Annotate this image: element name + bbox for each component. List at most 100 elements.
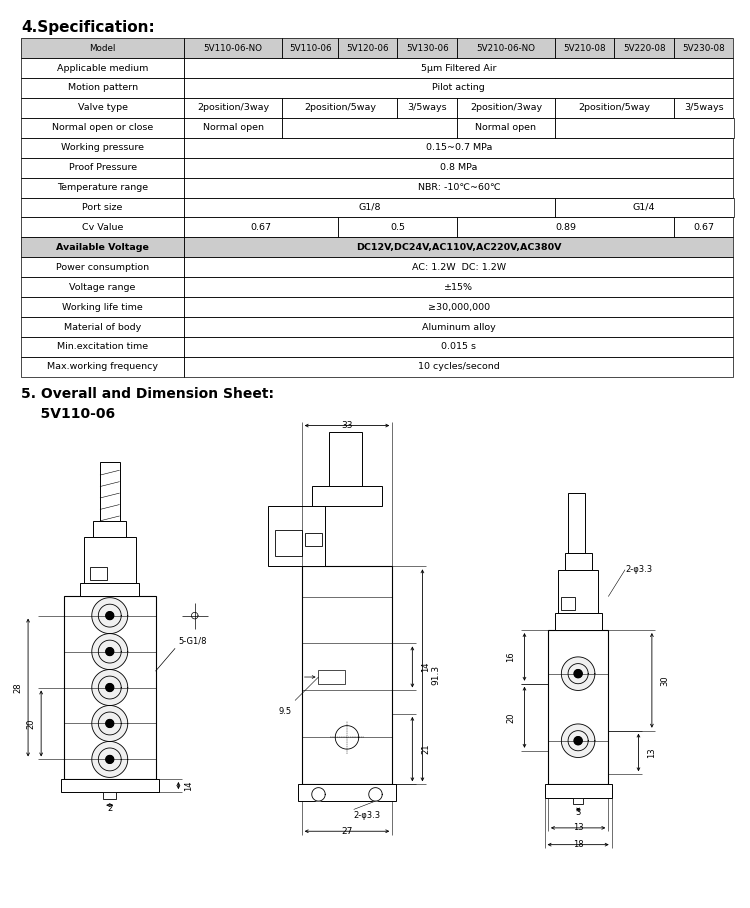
Bar — [21, 337, 184, 357]
Bar — [21, 78, 184, 98]
Bar — [184, 337, 734, 357]
Text: Cv Value: Cv Value — [82, 222, 123, 232]
Bar — [268, 506, 326, 567]
Bar — [312, 486, 382, 506]
Text: 0.15~0.7 MPa: 0.15~0.7 MPa — [426, 143, 492, 153]
Text: Normal open: Normal open — [202, 123, 264, 133]
Text: 5. Overall and Dimension Sheet:: 5. Overall and Dimension Sheet: — [21, 387, 274, 400]
Text: Normal open or close: Normal open or close — [52, 123, 153, 133]
Polygon shape — [92, 669, 128, 706]
Bar — [275, 529, 302, 557]
Text: 33: 33 — [341, 421, 352, 430]
Polygon shape — [106, 684, 114, 692]
Bar — [555, 38, 614, 58]
Text: G1/8: G1/8 — [358, 203, 381, 212]
Text: 2position/3way: 2position/3way — [470, 104, 542, 113]
Bar — [338, 38, 398, 58]
Text: Temperature range: Temperature range — [57, 183, 148, 192]
Text: 91.3: 91.3 — [431, 666, 440, 686]
Text: 2position/5way: 2position/5way — [578, 104, 650, 113]
Bar — [80, 583, 140, 596]
Bar — [573, 798, 584, 804]
Bar — [61, 779, 159, 792]
Text: 21: 21 — [422, 744, 430, 755]
Bar — [565, 553, 592, 569]
Bar — [21, 237, 184, 257]
Bar — [184, 38, 282, 58]
Polygon shape — [106, 647, 114, 656]
Text: Available Voltage: Available Voltage — [56, 242, 149, 252]
Bar — [184, 98, 282, 118]
Text: 0.015 s: 0.015 s — [441, 342, 476, 351]
Bar — [21, 257, 184, 277]
Text: Working pressure: Working pressure — [61, 143, 144, 153]
Bar — [398, 38, 457, 58]
Bar — [555, 38, 614, 58]
Bar — [184, 237, 734, 257]
Bar — [21, 277, 184, 297]
Polygon shape — [574, 669, 582, 677]
Text: NBR: -10℃~60℃: NBR: -10℃~60℃ — [418, 183, 500, 192]
Bar — [21, 158, 184, 178]
Bar — [21, 317, 184, 337]
Text: 13: 13 — [647, 747, 656, 758]
Bar — [21, 38, 184, 58]
Polygon shape — [574, 736, 582, 745]
Bar — [457, 38, 555, 58]
Bar — [674, 38, 734, 58]
Text: Aluminum alloy: Aluminum alloy — [422, 322, 496, 331]
Bar — [184, 297, 734, 317]
Text: 0.67: 0.67 — [693, 222, 714, 232]
Text: 0.67: 0.67 — [251, 222, 272, 232]
Text: Pilot acting: Pilot acting — [433, 84, 485, 93]
Text: Min.excitation time: Min.excitation time — [57, 342, 148, 351]
Bar — [674, 38, 734, 58]
Polygon shape — [106, 612, 114, 619]
Bar — [282, 98, 398, 118]
Text: 10 cycles/second: 10 cycles/second — [418, 362, 500, 371]
Polygon shape — [561, 656, 595, 690]
Text: 30: 30 — [661, 675, 670, 686]
Bar — [555, 118, 734, 138]
Bar — [184, 217, 338, 237]
Bar — [21, 297, 184, 317]
Bar — [674, 217, 734, 237]
Text: 5μm Filtered Air: 5μm Filtered Air — [421, 64, 497, 73]
Polygon shape — [92, 634, 128, 669]
Bar — [21, 178, 184, 198]
Bar — [338, 217, 457, 237]
Bar — [457, 38, 555, 58]
Bar — [457, 217, 674, 237]
Text: ±15%: ±15% — [444, 282, 473, 291]
Text: Normal open: Normal open — [476, 123, 536, 133]
Text: 16: 16 — [506, 652, 515, 662]
Text: Valve type: Valve type — [77, 104, 128, 113]
Text: G1/4: G1/4 — [633, 203, 656, 212]
Text: 2: 2 — [107, 804, 112, 813]
Text: 3/5ways: 3/5ways — [684, 104, 724, 113]
Text: 2position/3way: 2position/3way — [197, 104, 269, 113]
Text: Power consumption: Power consumption — [56, 262, 149, 271]
Bar — [302, 567, 392, 785]
Bar — [184, 317, 734, 337]
Bar — [184, 118, 282, 138]
Polygon shape — [106, 755, 114, 764]
Bar — [282, 118, 457, 138]
Bar — [561, 597, 574, 610]
Text: 5V230-08: 5V230-08 — [682, 44, 725, 53]
Bar — [21, 217, 184, 237]
Text: 5V210-06-NO: 5V210-06-NO — [476, 44, 536, 53]
Polygon shape — [106, 719, 114, 727]
Bar — [21, 198, 184, 217]
Text: 5V130-06: 5V130-06 — [406, 44, 448, 53]
Bar — [614, 38, 674, 58]
Bar — [282, 38, 338, 58]
Text: 27: 27 — [341, 827, 352, 835]
Bar — [94, 521, 126, 538]
Text: Voltage range: Voltage range — [70, 282, 136, 291]
Bar — [100, 462, 119, 521]
Bar — [21, 237, 184, 257]
Bar — [338, 38, 398, 58]
Bar — [84, 538, 136, 583]
Bar — [184, 58, 734, 78]
